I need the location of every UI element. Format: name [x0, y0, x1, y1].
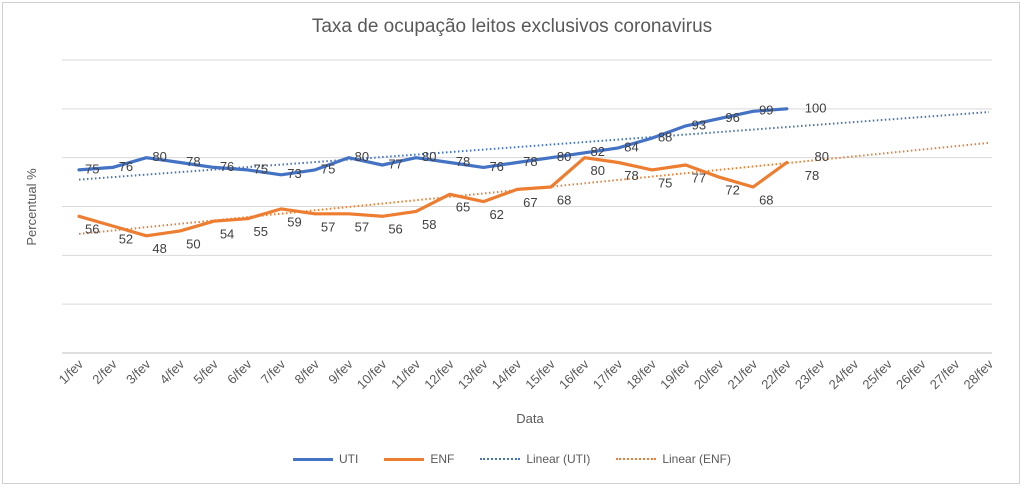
data-label: 80 [422, 149, 436, 164]
data-label: 65 [456, 200, 470, 215]
data-label: 77 [388, 156, 402, 171]
legend: UTI ENF Linear (UTI) Linear (ENF) [0, 452, 1024, 466]
legend-item-enf: ENF [384, 452, 454, 466]
legend-label-linear-uti: Linear (UTI) [526, 452, 591, 466]
legend-label-linear-enf: Linear (ENF) [662, 452, 732, 466]
x-tick-label: 27/fev [927, 356, 963, 392]
data-label: 76 [119, 159, 133, 174]
x-tick-label: 5/fev [190, 356, 221, 387]
data-label: 52 [119, 231, 133, 246]
data-label: 80 [591, 163, 605, 178]
x-tick-label: 6/fev [224, 356, 255, 387]
data-label: 56 [85, 222, 99, 237]
x-tick-label: 25/fev [859, 356, 895, 392]
legend-item-linear-enf: Linear (ENF) [616, 452, 731, 466]
series-lines [77, 107, 789, 238]
x-tick-label: 24/fev [826, 356, 862, 392]
data-label: 76 [489, 159, 503, 174]
legend-label-enf: ENF [430, 452, 455, 466]
x-tick-label: 18/fev [623, 356, 659, 392]
data-label: 78 [805, 168, 819, 183]
x-axis-label: Data [516, 411, 544, 426]
x-tick-label: 11/fev [388, 356, 423, 391]
data-label: 73 [287, 166, 301, 181]
data-label: 75 [658, 175, 672, 190]
legend-swatch-enf [384, 457, 425, 461]
data-labels: 75 76 80 78 76 75 73 75 80 77 80 78 76 78 80 82 84 88 93 96… [85, 100, 829, 256]
x-tick-label: 3/fev [123, 356, 154, 387]
data-label: 78 [186, 154, 200, 169]
data-label: 59 [287, 214, 301, 229]
x-tick-label: 28/fev [960, 356, 996, 392]
x-tick-label: 4/fev [157, 356, 188, 387]
data-label: 99 [759, 103, 773, 118]
data-label: 84 [624, 139, 638, 154]
trend-line [78, 111, 990, 181]
x-tick-label: 13/fev [455, 356, 491, 392]
x-tick-label: 14/fev [489, 356, 525, 392]
legend-swatch-linear-enf [616, 458, 657, 460]
data-label: 55 [254, 224, 268, 239]
x-tick-label: 22/fev [758, 356, 794, 392]
x-tick-label: 17/fev [590, 356, 626, 392]
data-label: 80 [814, 149, 828, 164]
x-tick-label: 19/fev [657, 356, 693, 392]
data-label: 76 [220, 159, 234, 174]
data-label: 75 [254, 161, 268, 176]
x-tick-label: 26/fev [893, 356, 929, 392]
x-tick-label: 16/fev [556, 356, 592, 392]
data-label: 72 [725, 183, 739, 198]
data-label: 88 [658, 130, 672, 145]
data-label: 57 [355, 219, 369, 234]
series-line [77, 156, 789, 238]
y-axis-label: Percentual % [24, 168, 39, 246]
data-label: 78 [456, 154, 470, 169]
x-tick-label: 10/fev [354, 356, 390, 392]
legend-label-uti: UTI [338, 452, 359, 466]
data-label: 80 [355, 149, 369, 164]
data-label: 80 [557, 149, 571, 164]
data-label: 96 [725, 110, 739, 125]
gridlines [62, 59, 992, 354]
x-tick-label: 7/fev [258, 356, 289, 387]
x-tick-label: 23/fev [792, 356, 828, 392]
data-label: 100 [805, 100, 827, 115]
data-label: 57 [321, 219, 335, 234]
x-tick-label: 1/fev [56, 356, 87, 387]
data-label: 75 [85, 161, 99, 176]
data-label: 54 [220, 227, 234, 242]
trend-lines [78, 111, 990, 235]
x-tick-label: 21/fev [725, 356, 761, 392]
x-tick-label: 20/fev [691, 356, 727, 392]
data-label: 62 [489, 207, 503, 222]
data-label: 78 [624, 168, 638, 183]
data-label: 58 [422, 217, 436, 232]
series-line [77, 107, 789, 177]
x-tick-label: 8/fev [292, 356, 323, 387]
x-tick-label: 2/fev [89, 356, 120, 387]
data-label: 56 [388, 222, 402, 237]
data-label: 50 [186, 236, 200, 251]
data-label: 67 [523, 195, 537, 210]
data-label: 82 [591, 144, 605, 159]
legend-swatch-uti [292, 457, 333, 461]
data-label: 68 [759, 192, 773, 207]
data-label: 93 [692, 117, 706, 132]
line-chart: 1/fev 2/fev 3/fev 4/fev 5/fev 6/fev 7/fev 8/fev… [24, 59, 997, 426]
data-label: 77 [692, 170, 706, 185]
data-label: 78 [523, 154, 537, 169]
data-label: 48 [152, 241, 166, 256]
data-label: 80 [152, 149, 166, 164]
chart-title: Taxa de ocupação leitos exclusivos coron… [311, 16, 713, 37]
x-tick-label: 15/fev [522, 356, 558, 392]
legend-item-uti: UTI [292, 452, 359, 466]
legend-swatch-linear-uti [480, 458, 521, 460]
data-label: 75 [321, 161, 335, 176]
x-tick-label: 12/fev [421, 356, 457, 392]
data-label: 68 [557, 192, 571, 207]
x-axis-ticks: 1/fev 2/fev 3/fev 4/fev 5/fev 6/fev 7/fev 8/fev… [56, 356, 997, 392]
x-tick-label: 9/fev [325, 356, 356, 387]
legend-item-linear-uti: Linear (UTI) [480, 452, 590, 466]
